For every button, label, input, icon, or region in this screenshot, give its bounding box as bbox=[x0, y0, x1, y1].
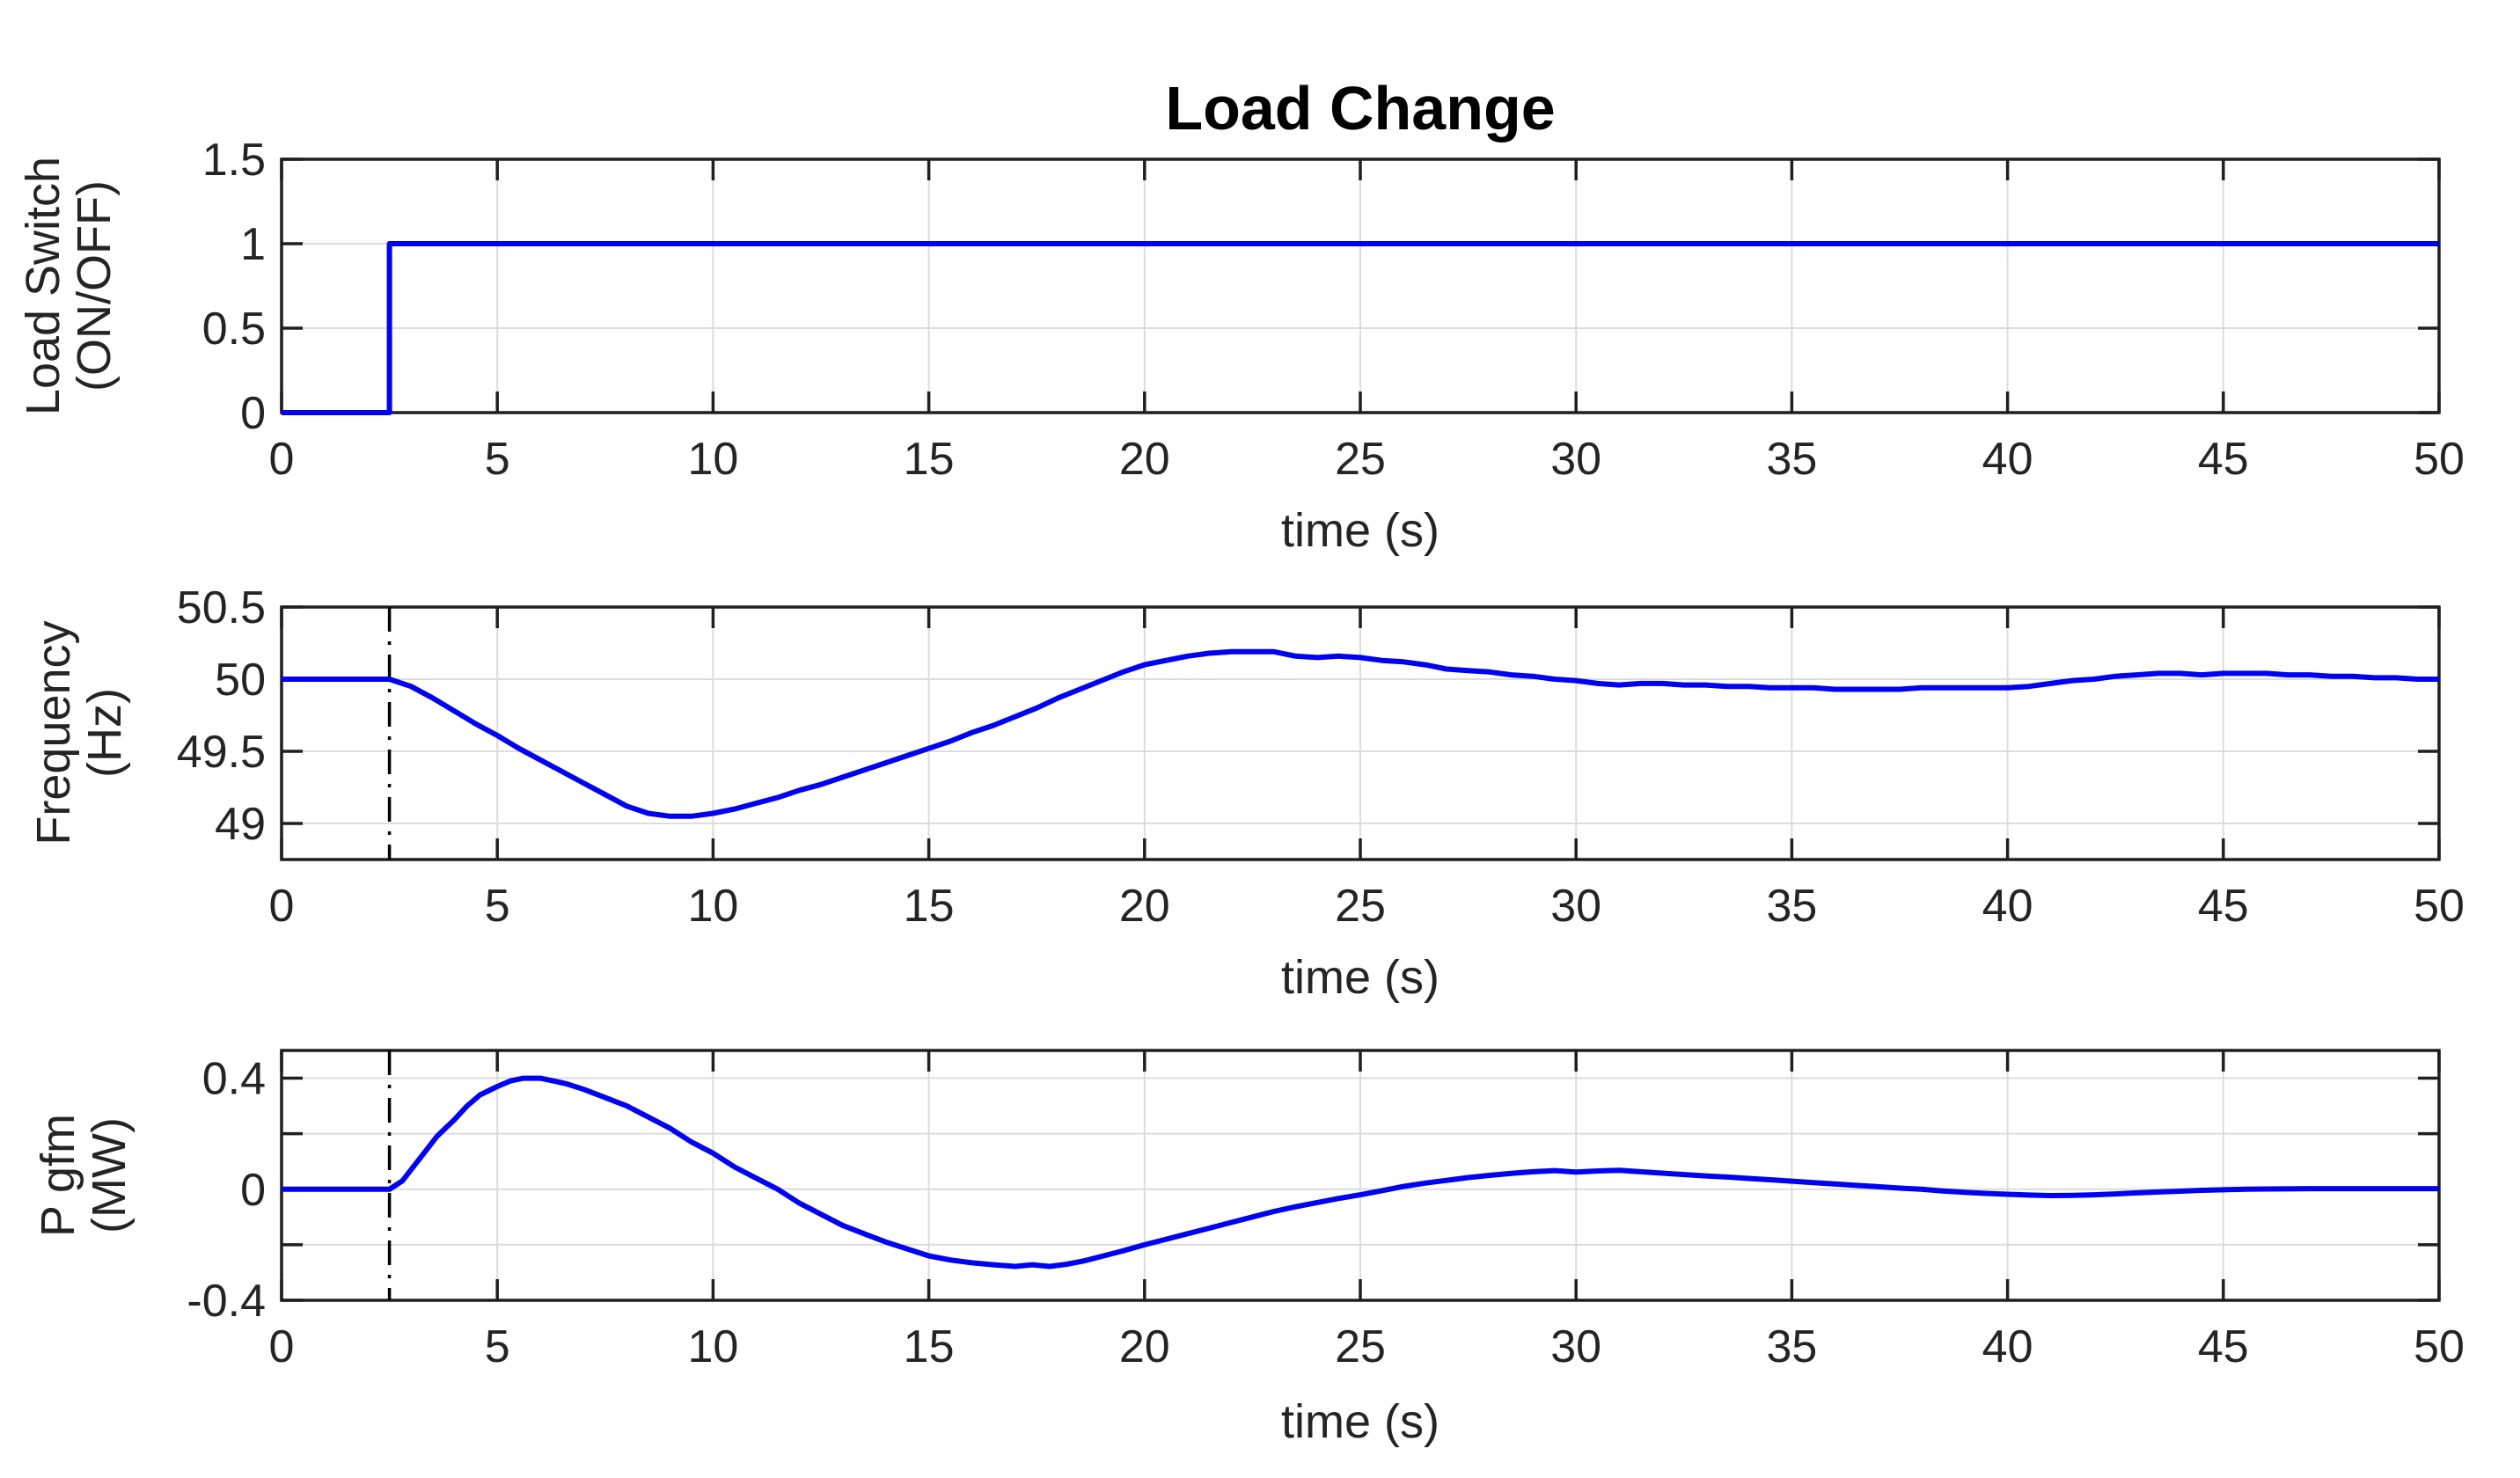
x-tick-label: 40 bbox=[1982, 434, 2033, 485]
xlabel-p-gfm: time (s) bbox=[1281, 1395, 1439, 1448]
ylabel-p-gfm: P gfm (MW) bbox=[32, 1113, 136, 1238]
y-tick-label: 49 bbox=[215, 799, 266, 850]
data-line-load-switch bbox=[282, 241, 2439, 415]
x-tick-label: 30 bbox=[1550, 881, 1601, 932]
x-tick-label: 35 bbox=[1766, 881, 1817, 932]
x-tick-label: 10 bbox=[687, 881, 738, 932]
x-tick-label: 35 bbox=[1766, 434, 1817, 485]
y-tick-label: 1 bbox=[240, 219, 266, 270]
x-tick-label: 10 bbox=[687, 434, 738, 485]
x-tick-label: 20 bbox=[1119, 1321, 1170, 1372]
ylabel-frequency-line2: (Hz) bbox=[78, 688, 131, 778]
x-tick-label: 5 bbox=[485, 1321, 510, 1372]
y-tick-label: 50 bbox=[215, 655, 266, 706]
xlabel-load-switch: time (s) bbox=[1281, 504, 1439, 557]
ylabel-p-gfm-line1: P gfm bbox=[32, 1113, 84, 1238]
x-tick-label: 45 bbox=[2198, 1321, 2249, 1372]
y-tick-label: 49.5 bbox=[177, 727, 266, 778]
x-tick-label: 35 bbox=[1766, 1321, 1817, 1372]
x-tick-label: 15 bbox=[904, 1321, 955, 1372]
x-tick-label: 20 bbox=[1119, 881, 1170, 932]
x-tick-label: 25 bbox=[1335, 881, 1386, 932]
ylabel-load-switch: Load Switch (ON/OFF) bbox=[17, 156, 121, 416]
ylabel-load-switch-line1: Load Switch bbox=[17, 156, 70, 416]
y-tick-label: 50.5 bbox=[177, 582, 266, 633]
x-tick-label: 5 bbox=[485, 881, 510, 932]
x-tick-label: 25 bbox=[1335, 1321, 1386, 1372]
ylabel-load-switch-line2: (ON/OFF) bbox=[68, 180, 121, 391]
y-tick-label: -0.4 bbox=[187, 1276, 266, 1327]
figure-title: Load Change bbox=[1165, 74, 1556, 143]
y-tick-label: 0 bbox=[240, 1165, 266, 1216]
x-tick-label: 15 bbox=[904, 881, 955, 932]
y-tick-label: 0.5 bbox=[202, 304, 266, 355]
x-tick-label: 40 bbox=[1982, 1321, 2033, 1372]
x-tick-label: 15 bbox=[904, 434, 955, 485]
data-line-frequency bbox=[282, 648, 2439, 819]
x-tick-label: 45 bbox=[2198, 434, 2249, 485]
x-tick-label: 50 bbox=[2414, 1321, 2465, 1372]
x-tick-label: 0 bbox=[269, 434, 295, 485]
x-tick-label: 50 bbox=[2414, 434, 2465, 485]
data-line-p-gfm bbox=[282, 1075, 2439, 1269]
ylabel-frequency: Frequency (Hz) bbox=[27, 620, 131, 845]
y-tick-label: 0 bbox=[240, 388, 266, 439]
x-tick-label: 25 bbox=[1335, 434, 1386, 485]
y-tick-label: 0.4 bbox=[202, 1054, 266, 1105]
x-tick-label: 30 bbox=[1550, 1321, 1601, 1372]
x-tick-label: 5 bbox=[485, 434, 510, 485]
y-tick-label: 1.5 bbox=[202, 135, 266, 186]
x-tick-label: 45 bbox=[2198, 881, 2249, 932]
ylabel-frequency-line1: Frequency bbox=[27, 620, 80, 845]
ylabel-p-gfm-line2: (MW) bbox=[83, 1117, 136, 1233]
xlabel-frequency: time (s) bbox=[1281, 951, 1439, 1004]
x-tick-label: 30 bbox=[1550, 434, 1601, 485]
x-tick-label: 40 bbox=[1982, 881, 2033, 932]
x-tick-label: 50 bbox=[2414, 881, 2465, 932]
x-tick-label: 0 bbox=[269, 1321, 295, 1372]
x-tick-label: 10 bbox=[687, 1321, 738, 1372]
x-tick-label: 0 bbox=[269, 881, 295, 932]
x-tick-label: 20 bbox=[1119, 434, 1170, 485]
